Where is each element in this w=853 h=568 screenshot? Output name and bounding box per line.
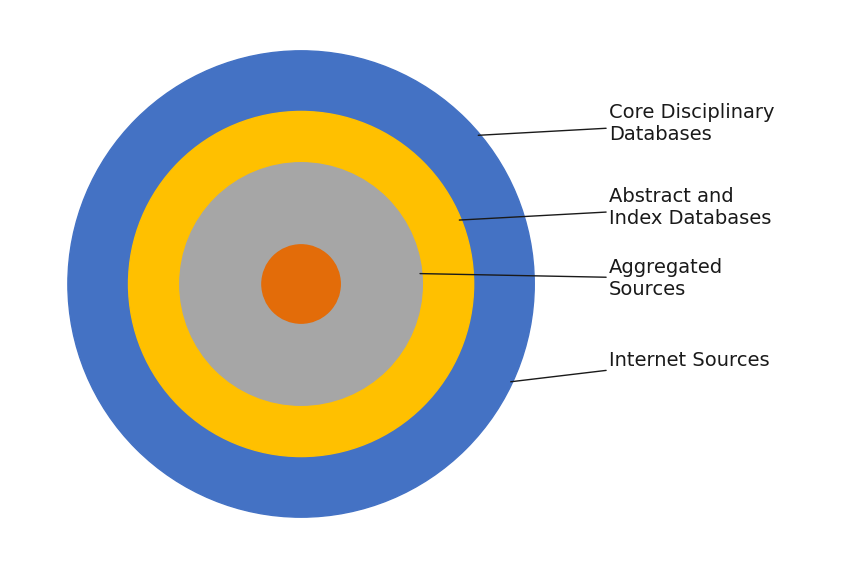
Circle shape: [128, 111, 473, 457]
Circle shape: [180, 163, 422, 405]
Circle shape: [67, 51, 534, 517]
Text: Abstract and
Index Databases: Abstract and Index Databases: [459, 187, 770, 228]
Text: Internet Sources: Internet Sources: [510, 351, 769, 382]
Text: Aggregated
Sources: Aggregated Sources: [420, 258, 722, 299]
Text: Core Disciplinary
Databases: Core Disciplinary Databases: [478, 103, 774, 144]
Circle shape: [262, 245, 339, 323]
